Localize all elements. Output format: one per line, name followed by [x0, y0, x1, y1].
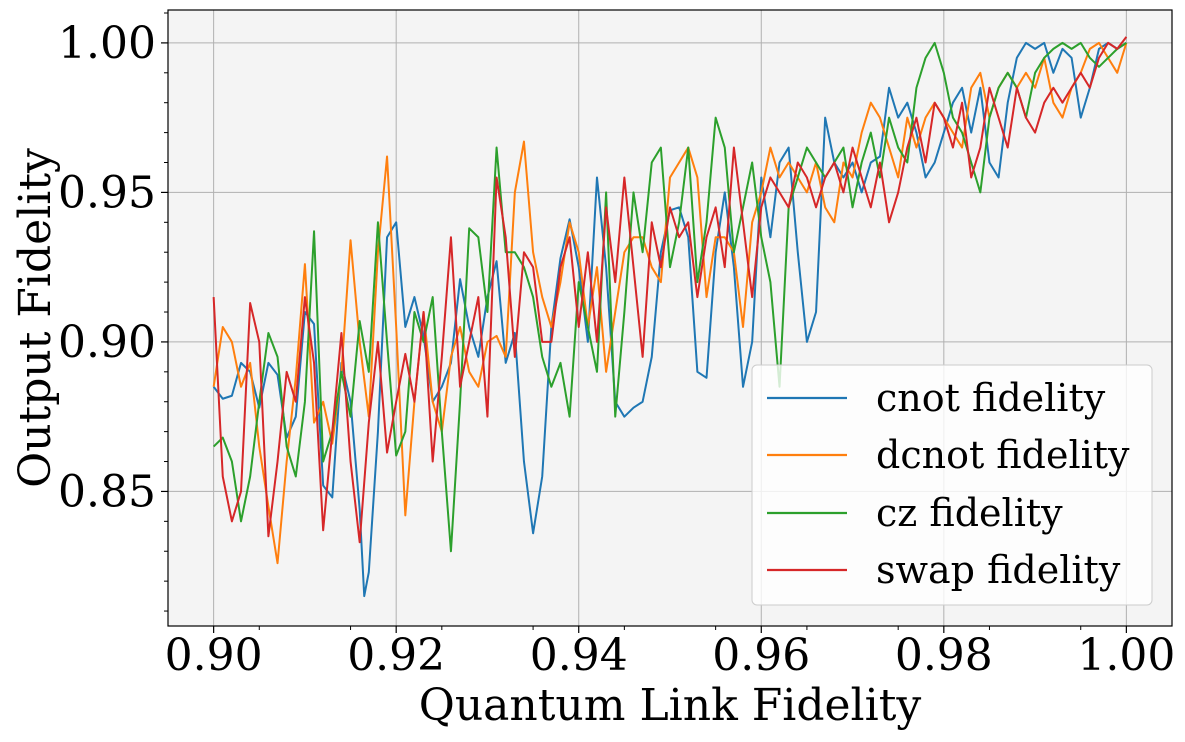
y-tick-label: 0.90 [58, 317, 156, 368]
y-tick-label: 1.00 [58, 18, 156, 69]
x-axis-ticks: 0.90 0.92 0.94 0.96 0.98 1.00 [165, 626, 1175, 681]
x-tick-label: 0.96 [712, 630, 810, 681]
legend-item-dcnot: dcnot fidelity [767, 433, 1130, 477]
y-tick-label: 0.95 [58, 167, 156, 218]
series-line-cz [212, 41, 1127, 553]
legend-label-swap: swap fidelity [876, 548, 1121, 592]
y-axis-ticks: 0.85 0.90 0.95 1.00 [58, 12, 168, 612]
x-tick-label: 0.94 [530, 630, 628, 681]
x-tick-label: 0.90 [165, 630, 263, 681]
legend: cnot fidelity dcnot fidelity cz fidelity… [751, 364, 1153, 606]
x-tick-label: 0.98 [895, 630, 993, 681]
series-line-dcnot [212, 41, 1128, 565]
plot-frame [167, 9, 1173, 627]
legend-box [751, 364, 1153, 606]
x-tick-label: 1.00 [1077, 630, 1175, 681]
legend-label-cz: cz fidelity [876, 491, 1063, 535]
series-lines [212, 36, 1128, 598]
x-tick-label: 0.92 [347, 630, 445, 681]
legend-item-cz: cz fidelity [767, 491, 1063, 535]
y-tick-label: 0.85 [58, 466, 156, 517]
x-axis-label: Quantum Link Fidelity [419, 680, 922, 731]
series-line-swap [212, 36, 1128, 544]
legend-label-cnot: cnot fidelity [876, 376, 1106, 420]
y-axis-label: Output Fidelity [10, 148, 61, 488]
legend-item-cnot: cnot fidelity [767, 376, 1106, 420]
legend-item-swap: swap fidelity [767, 548, 1121, 592]
legend-label-dcnot: dcnot fidelity [876, 433, 1130, 477]
